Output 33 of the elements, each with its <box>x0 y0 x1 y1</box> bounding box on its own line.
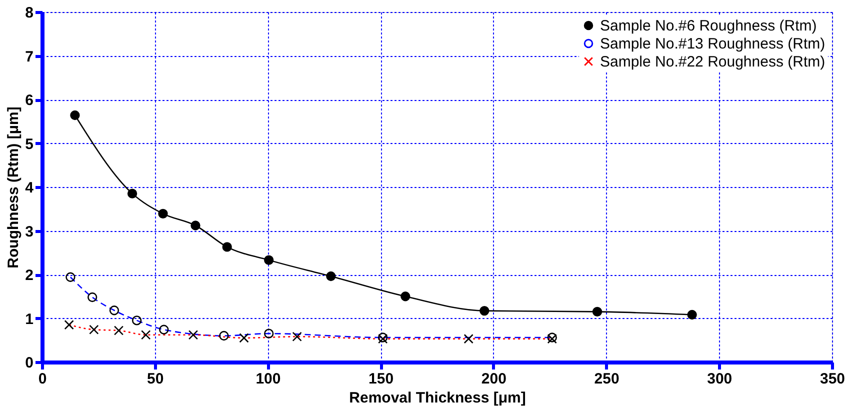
y-tick-label: 4 <box>25 180 34 196</box>
y-tick-label: 0 <box>25 354 34 372</box>
y-tick-label: 8 <box>25 4 34 22</box>
x-tick-label: 250 <box>594 370 620 388</box>
y-tick-label: 1 <box>25 310 34 328</box>
y-tick-label: 6 <box>25 92 34 109</box>
y-axis-title: Roughness (Rtm) [μm] <box>5 106 22 268</box>
x-tick-label: 50 <box>147 370 164 388</box>
point <box>592 306 602 317</box>
legend-label: Sample No.#13 Roughness (Rtm) <box>600 36 826 52</box>
point <box>158 208 168 219</box>
point <box>222 242 232 252</box>
point <box>264 255 274 265</box>
point <box>400 292 410 302</box>
y-tick-label: 3 <box>25 223 34 240</box>
x-tick-label: 0 <box>38 370 47 388</box>
x-tick-label: 200 <box>481 370 506 388</box>
point <box>326 271 336 282</box>
point <box>127 188 138 198</box>
x-tick-label: 100 <box>256 370 281 388</box>
point <box>687 310 697 320</box>
y-tick-label: 7 <box>25 48 34 66</box>
x-axis-title: Removal Thickness [μm] <box>349 390 526 406</box>
x-tick-label: 150 <box>368 370 394 388</box>
x-tick-label: 300 <box>707 370 732 388</box>
legend-label: Sample No.#6 Roughness (Rtm) <box>600 18 817 34</box>
y-tick-label: 5 <box>25 136 34 153</box>
point <box>190 220 200 230</box>
point <box>70 110 80 120</box>
x-tick-label: 350 <box>820 370 846 388</box>
point <box>480 306 490 316</box>
y-tick-label: 2 <box>25 267 34 284</box>
legend-label: Sample No.#22 Roughness (Rtm) <box>600 54 826 70</box>
